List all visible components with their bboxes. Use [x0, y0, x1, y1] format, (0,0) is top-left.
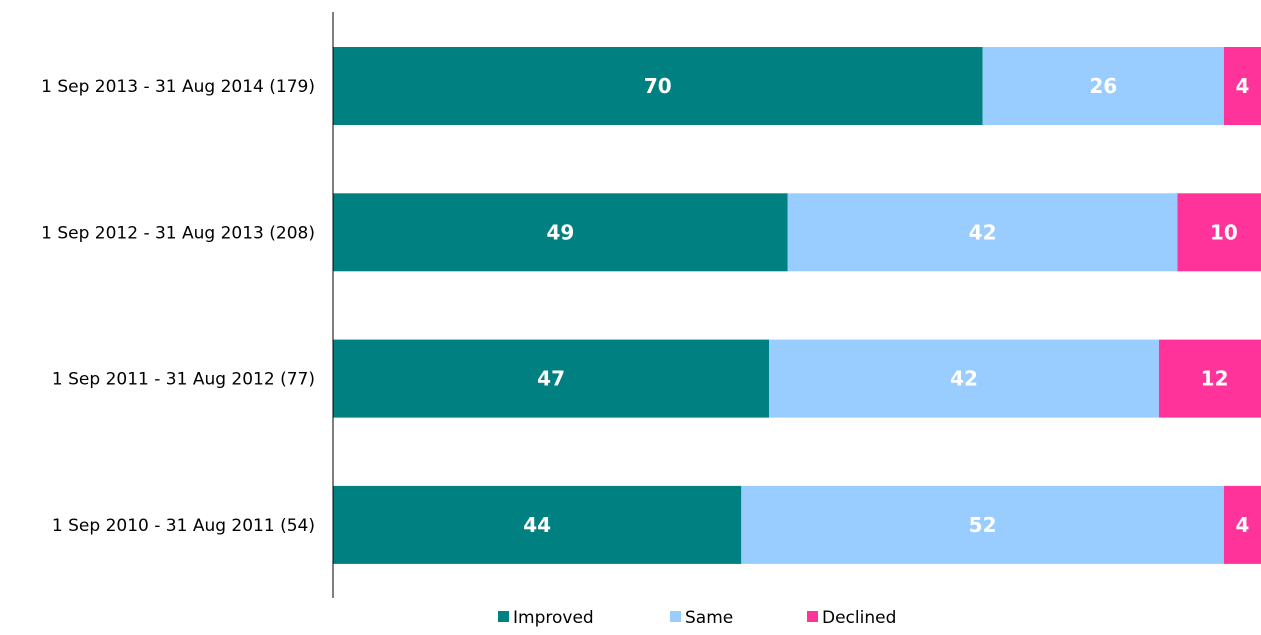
category-label: 1 Sep 2011 - 31 Aug 2012 (77): [52, 370, 315, 390]
bar-segment-improved: [333, 339, 770, 418]
category-label: 1 Sep 2012 - 31 Aug 2013 (208): [41, 223, 315, 243]
category-labels: 1 Sep 2013 - 31 Aug 2014 (179) 1 Sep 2012…: [41, 77, 315, 536]
bar-segment-improved: [333, 47, 983, 125]
bar-segment-improved: [333, 485, 742, 564]
bar-segment-declined: [1177, 193, 1261, 272]
bar-segment-same: [982, 47, 1224, 125]
data-label: 10: [1210, 220, 1238, 244]
bar-segment-improved: [333, 193, 788, 272]
legend-label-improved: Improved: [513, 608, 594, 628]
bar-segment-declined: [1158, 339, 1261, 418]
data-label: 42: [969, 220, 997, 244]
data-label: 44: [523, 513, 551, 537]
legend: Improved Same Declined: [498, 608, 896, 628]
data-label: 70: [644, 74, 672, 98]
data-label: 26: [1089, 74, 1117, 98]
legend-label-declined: Declined: [822, 608, 896, 628]
category-label: 1 Sep 2010 - 31 Aug 2011 (54): [52, 516, 315, 536]
legend-swatch-declined: [807, 611, 818, 622]
category-label: 1 Sep 2013 - 31 Aug 2014 (179): [41, 77, 315, 97]
bar-segment-same: [741, 485, 1224, 564]
data-label: 42: [950, 367, 978, 391]
legend-label-same: Same: [685, 608, 733, 628]
data-label: 52: [969, 513, 997, 537]
bar-segment-same: [769, 339, 1159, 418]
data-label: 49: [546, 220, 574, 244]
data-label: 12: [1201, 367, 1229, 391]
data-label: 4: [1235, 74, 1249, 98]
bar-segment-declined: [1223, 47, 1261, 125]
data-label: 47: [537, 367, 565, 391]
legend-swatch-improved: [498, 611, 509, 622]
data-label: 4: [1235, 513, 1249, 537]
bar-segment-same: [787, 193, 1178, 272]
legend-swatch-same: [670, 611, 681, 622]
bar-segment-declined: [1223, 485, 1261, 564]
bars-group: 70 26 4 49 42 10 47 42 12 44 52 4: [333, 47, 1261, 564]
